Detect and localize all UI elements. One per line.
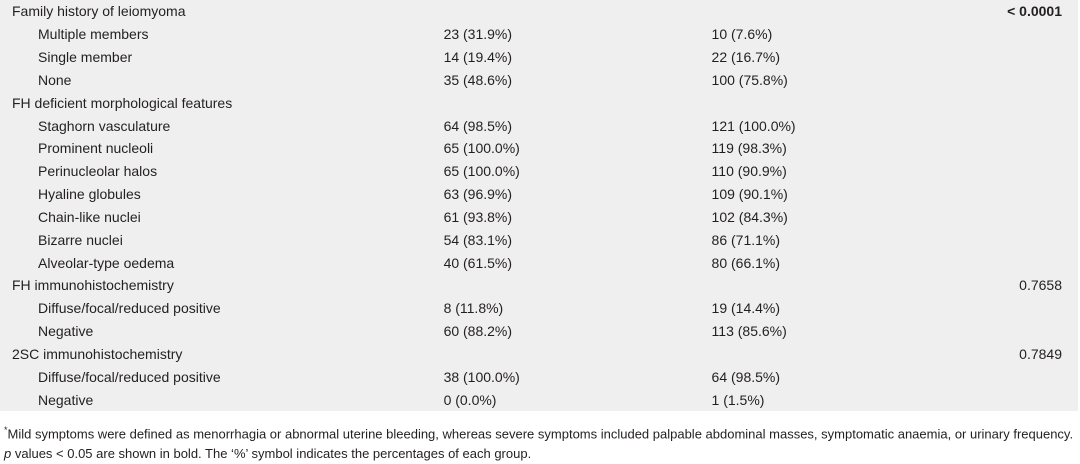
row: None 35 (48.6%) 100 (75.8%): [0, 68, 1078, 91]
cell: [444, 342, 712, 365]
cell: 60 (88.2%): [443, 323, 513, 339]
row-label: Multiple members: [38, 26, 149, 43]
cell: [1007, 114, 1078, 137]
cell: 65 (100.0%): [443, 140, 520, 157]
cell: [1007, 388, 1078, 411]
cell: 63 (96.9%): [443, 186, 513, 203]
row: Perinucleolar halos 65 (100.0%) 110 (90.9%…: [0, 160, 1078, 183]
cell: 109 (90.1%): [711, 186, 788, 203]
group-row: 2SC immunohistochemistry 0.7849: [0, 342, 1078, 365]
row-label: None: [38, 71, 72, 88]
group-title: FH deficient morphological features: [12, 94, 233, 111]
cell: [1007, 68, 1078, 91]
cell: 23 (31.9%): [443, 26, 513, 43]
cell: 121 (100.0%): [711, 117, 796, 134]
cell: [1007, 320, 1078, 343]
table: Family history of leiomyoma < 0.0001 Multi…: [0, 0, 1078, 411]
row-label: Perinucleolar halos: [38, 163, 158, 180]
cell: 1 (1.5%): [711, 391, 765, 408]
group-row: Family history of leiomyoma < 0.0001: [0, 0, 1078, 23]
row-label: Negative: [38, 391, 94, 408]
row: Prominent nucleoli 65 (100.0%) 119 (98.3%): [0, 137, 1078, 160]
group-row: FH immunohistochemistry 0.7658: [0, 274, 1078, 297]
cell: [1007, 183, 1078, 206]
row: Diffuse/focal/reduced positive 8 (11.8%) 1…: [0, 297, 1078, 320]
cell: [1007, 46, 1078, 69]
row-label: Staghorn vasculature: [38, 117, 171, 134]
row: Chain-like nuclei 61 (93.8%) 102 (84.3%): [0, 205, 1078, 228]
cell: 40 (61.5%): [443, 254, 513, 271]
row: Diffuse/focal/reduced positive 38 (100.0%…: [0, 365, 1078, 388]
row-label: Negative: [38, 323, 94, 339]
footnote-text: values < 0.05 are shown in bold. The ‘%’…: [11, 446, 532, 462]
footnote-mark: *: [4, 425, 8, 435]
group-title: 2SC immunohistochemistry: [12, 345, 183, 362]
cell: [1007, 23, 1078, 46]
footnote-italic: p: [4, 446, 12, 462]
cell: 86 (71.1%): [711, 231, 781, 248]
cell: 100 (75.8%): [711, 71, 788, 88]
cell: 113 (85.6%): [711, 323, 787, 339]
row-label: Hyaline globules: [38, 186, 141, 203]
row: Alveolar-type oedema 40 (61.5%) 80 (66.1%): [0, 251, 1078, 274]
cell: [1007, 160, 1078, 183]
cell: 35 (48.6%): [443, 71, 513, 88]
row-label: Alveolar-type oedema: [38, 254, 175, 271]
cell: [712, 274, 1008, 297]
cell: [1007, 365, 1078, 388]
cell: [1007, 251, 1078, 274]
cell: 64 (98.5%): [443, 117, 513, 134]
group-title: Family history of leiomyoma: [12, 3, 186, 20]
cell: 8 (11.8%): [443, 300, 504, 317]
group-row: FH deficient morphological features: [0, 91, 1078, 114]
footnote-text: Mild symptoms were defined as menorrhagi…: [7, 426, 1074, 442]
p-value: < 0.0001: [1007, 3, 1062, 20]
cell: 64 (98.5%): [711, 368, 781, 385]
row-label: Chain-like nuclei: [38, 208, 141, 225]
row: Negative 60 (88.2%) 113 (85.6%): [0, 320, 1078, 343]
row-label: Diffuse/focal/reduced positive: [38, 368, 221, 385]
row-label: Bizarre nuclei: [38, 231, 123, 248]
cell: [444, 274, 712, 297]
p-value: 0.7658: [1019, 277, 1062, 294]
cell: 38 (100.0%): [443, 368, 520, 385]
row: Single member 14 (19.4%) 22 (16.7%): [0, 46, 1078, 69]
cell: 0 (0.0%): [443, 391, 497, 408]
cell: 110 (90.9%): [711, 163, 787, 180]
row-label: Single member: [38, 49, 133, 66]
cell: [712, 0, 1008, 23]
p-value: 0.7849: [1019, 345, 1062, 362]
cell: 61 (93.8%): [443, 208, 513, 225]
cell: 19 (14.4%): [711, 300, 781, 317]
cell: 22 (16.7%): [711, 49, 781, 66]
cell: [1007, 297, 1078, 320]
cell: [1007, 137, 1078, 160]
cell: [1007, 205, 1078, 228]
p-value: [1007, 91, 1078, 114]
cell: 65 (100.0%): [443, 163, 520, 180]
cell: 54 (83.1%): [443, 231, 513, 248]
cell: 119 (98.3%): [711, 140, 787, 157]
cell: [712, 342, 1008, 365]
row: Bizarre nuclei 54 (83.1%) 86 (71.1%): [0, 228, 1078, 251]
row: Multiple members 23 (31.9%) 10 (7.6%): [0, 23, 1078, 46]
cell: [444, 0, 712, 23]
group-title: FH immunohistochemistry: [12, 277, 174, 294]
cell: 14 (19.4%): [443, 49, 513, 66]
row-label: Prominent nucleoli: [38, 140, 154, 157]
cell: [1007, 228, 1078, 251]
cell: 80 (66.1%): [711, 254, 781, 271]
row: Hyaline globules 63 (96.9%) 109 (90.1%): [0, 183, 1078, 206]
row: Negative 0 (0.0%) 1 (1.5%): [0, 388, 1078, 411]
footnote: *Mild symptoms were defined as menorrhag…: [4, 420, 1078, 464]
cell: 10 (7.6%): [711, 26, 773, 43]
row: Staghorn vasculature 64 (98.5%) 121 (100.0…: [0, 114, 1078, 137]
cell: [712, 91, 1008, 114]
cell: 102 (84.3%): [711, 208, 788, 225]
row-label: Diffuse/focal/reduced positive: [38, 300, 221, 317]
cell: [444, 91, 712, 114]
